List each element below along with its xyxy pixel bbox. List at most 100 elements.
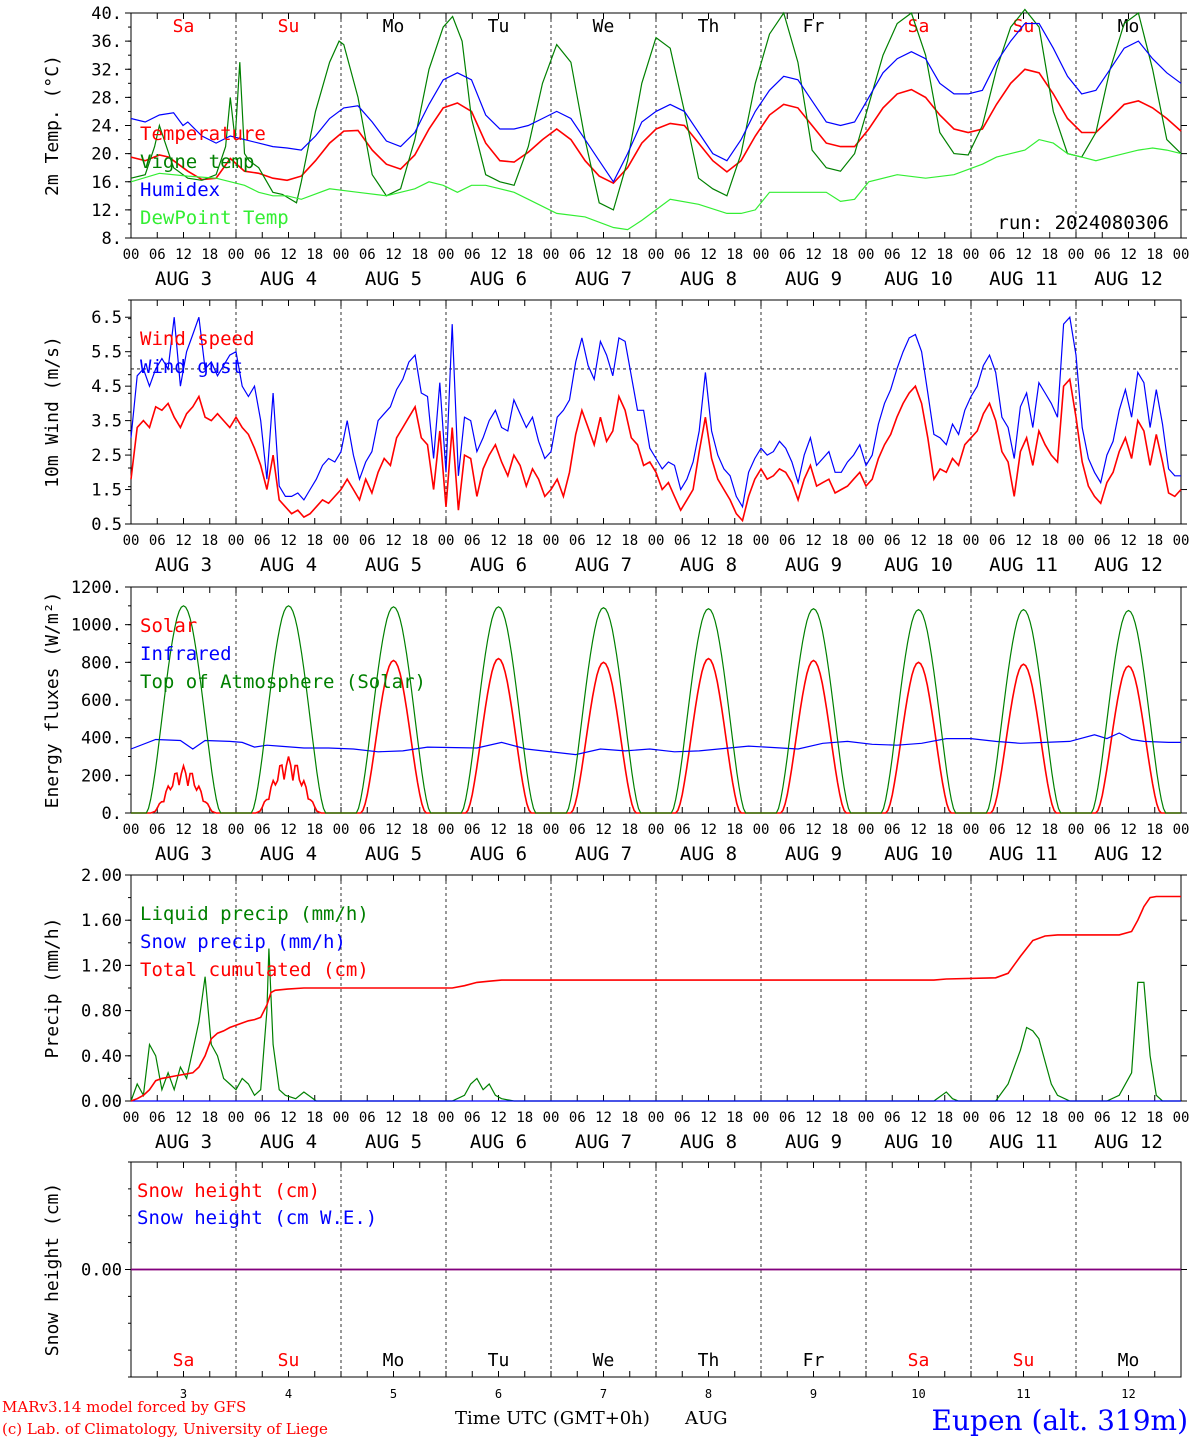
date-number: 6 bbox=[495, 1387, 502, 1401]
hour-label: 06 bbox=[989, 1110, 1006, 1126]
hour-label: 18 bbox=[411, 247, 428, 263]
day-of-week-label: Mo bbox=[1118, 1350, 1140, 1371]
hour-label: 00 bbox=[543, 247, 560, 263]
y-tick-label: 0.00 bbox=[81, 1261, 122, 1281]
hour-label: 00 bbox=[963, 533, 980, 549]
hour-label: 00 bbox=[228, 1110, 245, 1126]
hour-label: 06 bbox=[359, 1110, 376, 1126]
day-of-week-label: Th bbox=[698, 1350, 720, 1371]
hour-label: 18 bbox=[516, 1110, 533, 1126]
hour-label: 00 bbox=[648, 247, 665, 263]
legend-entry: Humidex bbox=[140, 179, 220, 201]
date-number: 3 bbox=[180, 1387, 187, 1401]
hour-label: 06 bbox=[254, 1110, 271, 1126]
date-label: AUG 7 bbox=[575, 554, 632, 576]
date-label: AUG 10 bbox=[884, 268, 953, 290]
hour-label: 18 bbox=[516, 822, 533, 838]
legend-entry: Liquid precip (mm/h) bbox=[140, 903, 369, 925]
date-label: AUG 11 bbox=[989, 554, 1058, 576]
y-tick-label: 0.40 bbox=[81, 1047, 122, 1067]
x-axis-title: Time UTC (GMT+0h) bbox=[455, 1408, 650, 1429]
y-tick-label: 32. bbox=[91, 60, 122, 80]
hour-label: 06 bbox=[989, 247, 1006, 263]
hour-label: 06 bbox=[569, 533, 586, 549]
hour-label: 00 bbox=[963, 822, 980, 838]
hour-label: 00 bbox=[228, 247, 245, 263]
date-label: AUG 12 bbox=[1094, 268, 1163, 290]
hour-label: 12 bbox=[910, 247, 927, 263]
day-of-week-label: Fr bbox=[803, 1350, 825, 1371]
hour-label: 00 bbox=[438, 822, 455, 838]
y-axis-title: Energy fluxes (W/m²) bbox=[42, 592, 63, 809]
hour-label: 18 bbox=[1146, 533, 1163, 549]
legend-entry: Wind gust bbox=[140, 356, 243, 378]
y-tick-label: 1.20 bbox=[81, 956, 122, 976]
hour-label: 00 bbox=[858, 533, 875, 549]
day-of-week-label: We bbox=[593, 16, 615, 37]
date-label: AUG 4 bbox=[260, 1131, 317, 1153]
date-label: AUG 6 bbox=[470, 1131, 527, 1153]
hour-label: 00 bbox=[333, 247, 350, 263]
hour-label: 18 bbox=[621, 533, 638, 549]
y-axis-title: 2m Temp. (°C) bbox=[42, 55, 63, 196]
hour-label: 12 bbox=[175, 822, 192, 838]
date-label: AUG 4 bbox=[260, 554, 317, 576]
footer: MARv3.14 model forced by GFS (c) Lab. of… bbox=[2, 1398, 1188, 1438]
hour-label: 06 bbox=[464, 247, 481, 263]
hour-label: 18 bbox=[306, 247, 323, 263]
hour-label: 12 bbox=[910, 822, 927, 838]
hour-label: 12 bbox=[175, 247, 192, 263]
hour-label: 18 bbox=[831, 533, 848, 549]
hour-label: 18 bbox=[831, 822, 848, 838]
hour-label: 00 bbox=[1068, 533, 1085, 549]
series-infrared bbox=[130, 732, 1181, 756]
hour-label: 12 bbox=[490, 1110, 507, 1126]
y-tick-label: 16. bbox=[91, 173, 122, 193]
series-wind-speed bbox=[130, 377, 1182, 523]
hour-label: 00 bbox=[123, 533, 140, 549]
hour-label: 18 bbox=[516, 533, 533, 549]
hour-label: 00 bbox=[228, 822, 245, 838]
hour-label: 12 bbox=[1015, 247, 1032, 263]
hour-label: 18 bbox=[936, 822, 953, 838]
date-label: AUG 8 bbox=[680, 554, 737, 576]
hour-label: 00 bbox=[858, 247, 875, 263]
hour-label: 12 bbox=[1015, 533, 1032, 549]
day-of-week-label: Su bbox=[1013, 1350, 1035, 1371]
date-number: 12 bbox=[1121, 1387, 1135, 1401]
legend-entry: Wind speed bbox=[140, 328, 254, 350]
hour-label: 12 bbox=[385, 247, 402, 263]
hour-label: 06 bbox=[254, 822, 271, 838]
hour-label: 06 bbox=[1094, 1110, 1111, 1126]
hour-label: 06 bbox=[149, 1110, 166, 1126]
hour-label: 18 bbox=[1041, 533, 1058, 549]
hour-label: 12 bbox=[385, 1110, 402, 1126]
y-tick-label: 8. bbox=[102, 229, 122, 249]
hour-label: 12 bbox=[1015, 1110, 1032, 1126]
hour-label: 12 bbox=[805, 247, 822, 263]
legend-entry: Snow precip (mm/h) bbox=[140, 931, 346, 953]
legend-entry: DewPoint Temp bbox=[140, 207, 289, 229]
series-temperature bbox=[130, 68, 1182, 185]
hour-label: 06 bbox=[359, 822, 376, 838]
hour-label: 18 bbox=[936, 1110, 953, 1126]
station-name: Eupen (alt. 319m) bbox=[932, 1404, 1188, 1437]
day-of-week-label: Mo bbox=[1118, 16, 1140, 37]
hour-label: 18 bbox=[306, 822, 323, 838]
date-label: AUG 9 bbox=[785, 554, 842, 576]
date-number: 11 bbox=[1016, 1387, 1030, 1401]
hour-label: 06 bbox=[1094, 247, 1111, 263]
date-number: 5 bbox=[390, 1387, 397, 1401]
hour-label: 18 bbox=[516, 247, 533, 263]
hour-label: 18 bbox=[411, 822, 428, 838]
hour-label: 06 bbox=[464, 822, 481, 838]
date-label: AUG 5 bbox=[365, 843, 422, 865]
hour-label: 06 bbox=[884, 533, 901, 549]
hour-label: 12 bbox=[595, 1110, 612, 1126]
date-label: AUG 7 bbox=[575, 268, 632, 290]
hour-label: 06 bbox=[254, 533, 271, 549]
date-label: AUG 6 bbox=[470, 843, 527, 865]
hour-label: 06 bbox=[254, 247, 271, 263]
hour-label: 12 bbox=[490, 822, 507, 838]
hour-label: 12 bbox=[595, 533, 612, 549]
